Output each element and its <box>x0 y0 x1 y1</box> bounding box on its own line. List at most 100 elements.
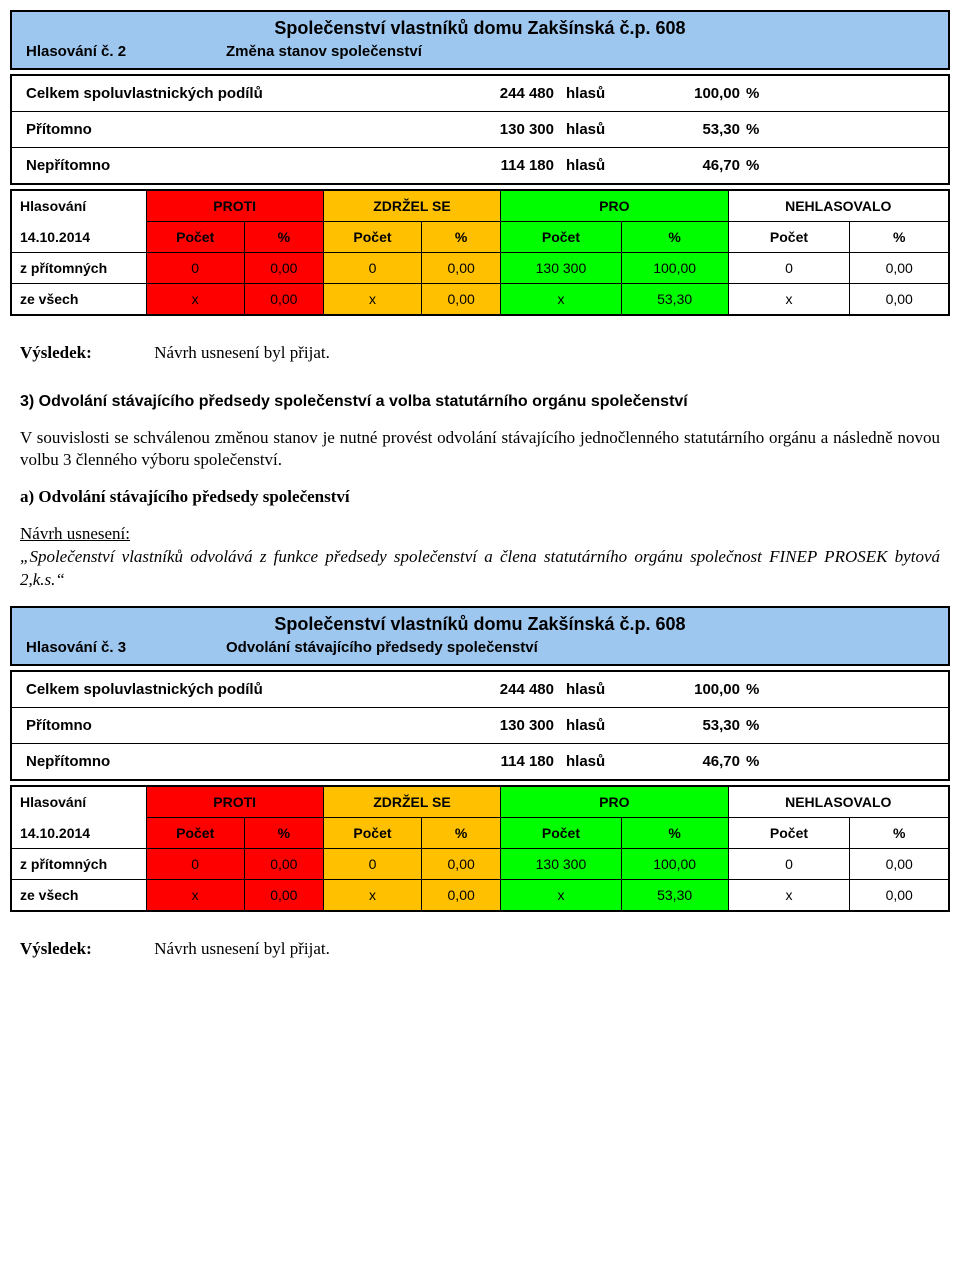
vote-cell: 100,00 <box>621 253 728 284</box>
vote-cell: 0,00 <box>244 253 323 284</box>
section3-sub-a: a) Odvolání stávajícího předsedy společe… <box>20 486 940 509</box>
summary-unit: hlasů <box>566 681 646 698</box>
summary-pct-unit: % <box>746 121 776 138</box>
summary-row: Přítomno130 300hlasů53,30% <box>12 112 948 148</box>
summary-value: 130 300 <box>456 717 566 734</box>
vote-table: HlasováníPROTIZDRŽEL SEPRONEHLASOVALO 14.… <box>10 189 950 316</box>
summary-value: 114 180 <box>456 157 566 174</box>
vote-subject-row: Hlasování č. 3 Odvolání stávajícího před… <box>26 639 934 656</box>
body-text-1: Výsledek: Návrh usnesení byl přijat. 3) … <box>20 342 940 592</box>
vote-sub-pocet: Počet <box>501 818 622 849</box>
vote-cat: PRO <box>501 786 728 818</box>
body-text-2: Výsledek: Návrh usnesení byl přijat. <box>20 938 940 961</box>
vote-sub-pocet: Počet <box>728 222 850 253</box>
vote-cell: x <box>323 880 421 912</box>
summary-row: Přítomno130 300hlasů53,30% <box>12 708 948 744</box>
result-label: Výsledek: <box>20 938 150 961</box>
summary-pct: 100,00 <box>646 85 746 102</box>
vote-date: 14.10.2014 <box>11 222 146 253</box>
vote-cell: x <box>728 880 850 912</box>
vote-sub-pocet: Počet <box>501 222 622 253</box>
vote-cell: 0,00 <box>244 849 323 880</box>
vote-cell: 0,00 <box>422 880 501 912</box>
summary-row: Celkem spoluvlastnických podílů244 480hl… <box>12 76 948 112</box>
summary-box: Celkem spoluvlastnických podílů244 480hl… <box>10 74 950 185</box>
vote-cell: 0 <box>323 253 421 284</box>
navrh-usneseni: Návrh usnesení: „Společenství vlastníků … <box>20 523 940 592</box>
vote-cell: 0,00 <box>850 849 949 880</box>
summary-label: Celkem spoluvlastnických podílů <box>26 681 456 698</box>
section3-sub-a-label: a) Odvolání stávajícího předsedy společe… <box>20 487 350 506</box>
vote-sub-pct: % <box>244 818 323 849</box>
summary-pct: 46,70 <box>646 157 746 174</box>
vote-sub-pct: % <box>850 222 949 253</box>
result-line: Výsledek: Návrh usnesení byl přijat. <box>20 938 940 961</box>
summary-row: Nepřítomno114 180hlasů46,70% <box>12 744 948 779</box>
vote-subject-row: Hlasování č. 2 Změna stanov společenství <box>26 43 934 60</box>
vote-section-3: Společenství vlastníků domu Zakšínská č.… <box>10 606 950 912</box>
vote-cell: 0,00 <box>850 253 949 284</box>
summary-pct: 53,30 <box>646 121 746 138</box>
vote-subject: Změna stanov společenství <box>226 43 422 60</box>
vote-cell: 0,00 <box>244 880 323 912</box>
vote-cat: PROTI <box>146 190 323 222</box>
summary-pct-unit: % <box>746 753 776 770</box>
vote-number: Hlasování č. 2 <box>26 43 226 60</box>
summary-unit: hlasů <box>566 157 646 174</box>
summary-label: Nepřítomno <box>26 753 456 770</box>
vote-cell: 0,00 <box>244 284 323 316</box>
vote-cell: 0,00 <box>422 849 501 880</box>
vote-cat: ZDRŽEL SE <box>323 190 500 222</box>
vote-cell: 0,00 <box>422 253 501 284</box>
vote-cell: 0,00 <box>422 284 501 316</box>
result-value: Návrh usnesení byl přijat. <box>154 939 330 958</box>
summary-pct-unit: % <box>746 681 776 698</box>
summary-label: Přítomno <box>26 717 456 734</box>
vote-sub-pocet: Počet <box>146 222 244 253</box>
summary-value: 244 480 <box>456 85 566 102</box>
section3-p1: V souvislosti se schválenou změnou stano… <box>20 427 940 473</box>
vote-cell: 0 <box>728 253 850 284</box>
vote-sub-pocet: Počet <box>323 222 421 253</box>
vote-date: 14.10.2014 <box>11 818 146 849</box>
vote-sub-pct: % <box>621 222 728 253</box>
summary-pct: 46,70 <box>646 753 746 770</box>
result-value: Návrh usnesení byl přijat. <box>154 343 330 362</box>
vote-row-label: z přítomných <box>11 849 146 880</box>
vote-cell: 0 <box>728 849 850 880</box>
vote-head-label: Hlasování <box>11 190 146 222</box>
vote-sub-pocet: Počet <box>146 818 244 849</box>
summary-value: 244 480 <box>456 681 566 698</box>
summary-box: Celkem spoluvlastnických podílů244 480hl… <box>10 670 950 781</box>
vote-cell: 130 300 <box>501 253 622 284</box>
vote-number: Hlasování č. 3 <box>26 639 226 656</box>
summary-unit: hlasů <box>566 85 646 102</box>
vote-cell: 53,30 <box>621 284 728 316</box>
org-title: Společenství vlastníků domu Zakšínská č.… <box>26 18 934 39</box>
vote-header: Společenství vlastníků domu Zakšínská č.… <box>10 10 950 70</box>
vote-cell: x <box>501 880 622 912</box>
vote-sub-pct: % <box>422 818 501 849</box>
vote-cell: 0 <box>146 849 244 880</box>
summary-value: 130 300 <box>456 121 566 138</box>
vote-cat: NEHLASOVALO <box>728 786 949 818</box>
vote-cell: x <box>501 284 622 316</box>
result-label: Výsledek: <box>20 342 150 365</box>
vote-row-label: ze všech <box>11 880 146 912</box>
vote-header: Společenství vlastníků domu Zakšínská č.… <box>10 606 950 666</box>
vote-sub-pct: % <box>244 222 323 253</box>
vote-sub-pct: % <box>621 818 728 849</box>
summary-unit: hlasů <box>566 753 646 770</box>
vote-cat: NEHLASOVALO <box>728 190 949 222</box>
vote-cell: 100,00 <box>621 849 728 880</box>
vote-cell: 0 <box>323 849 421 880</box>
vote-section-2: Společenství vlastníků domu Zakšínská č.… <box>10 10 950 316</box>
summary-pct-unit: % <box>746 85 776 102</box>
summary-unit: hlasů <box>566 717 646 734</box>
vote-cell: 0 <box>146 253 244 284</box>
vote-cat: PRO <box>501 190 728 222</box>
vote-cell: x <box>146 284 244 316</box>
vote-cell: 0,00 <box>850 880 949 912</box>
summary-row: Celkem spoluvlastnických podílů244 480hl… <box>12 672 948 708</box>
vote-sub-pocet: Počet <box>728 818 850 849</box>
